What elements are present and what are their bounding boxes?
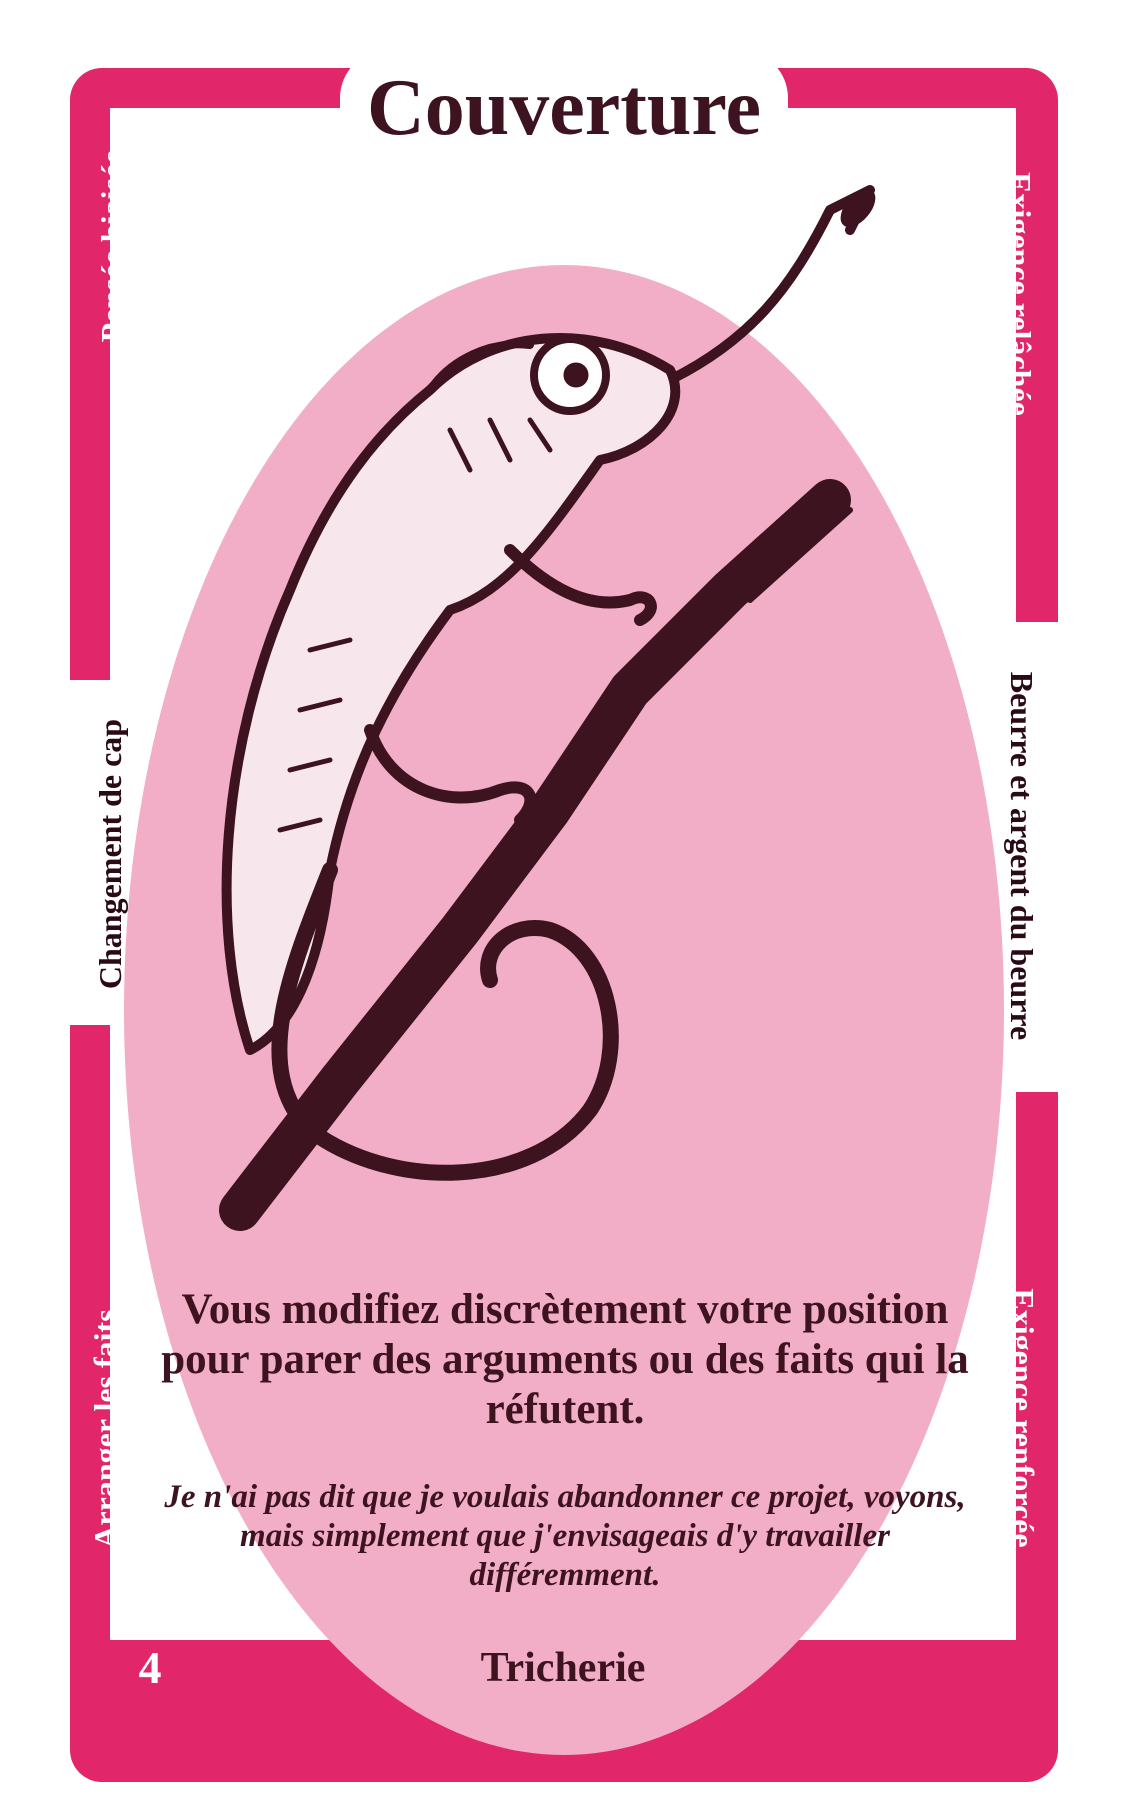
title-tab <box>340 50 788 162</box>
side-label-left-middle: Changement de cap <box>91 718 128 990</box>
left-gap <box>70 680 112 1025</box>
side-label-right-middle: Beurre et argent du beurre <box>1004 671 1041 1041</box>
chameleon-icon <box>219 185 876 1231</box>
side-label-right-top: Exigence relâchée <box>1002 172 1039 416</box>
side-label-right-bottom: Exigence renforcée <box>1005 1288 1042 1548</box>
side-label-left-bottom: Arranger les faits <box>86 1309 123 1549</box>
right-gap <box>1014 622 1060 1092</box>
card-number: 4 <box>138 1641 162 1693</box>
card-description: Vous modifiez discrètement votre positio… <box>161 1286 969 1433</box>
card-example: Je n'ai pas dit que je voulais abandonne… <box>164 1479 966 1593</box>
card-category: Tricherie <box>480 1645 646 1691</box>
side-label-left-top: Pensée biaisée <box>93 149 130 343</box>
card-title: Couverture <box>367 63 761 152</box>
